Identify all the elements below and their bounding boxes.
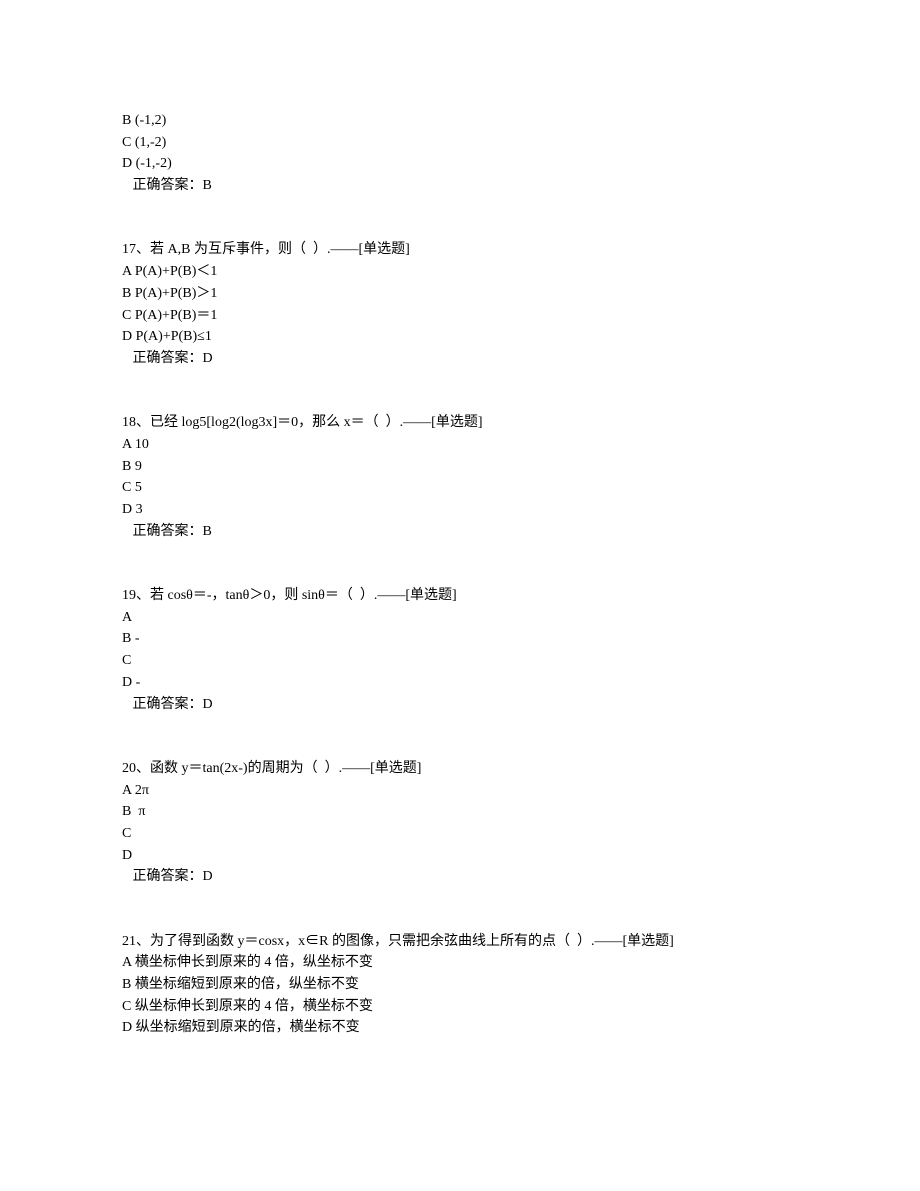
- q18-option-b: B 9: [122, 456, 798, 478]
- q20-option-c: C: [122, 823, 798, 845]
- q17-option-d: D P(A)+P(B)≤1: [122, 326, 798, 348]
- q20-option-a: A 2π: [122, 780, 798, 802]
- q17-answer: 正确答案：D: [122, 348, 798, 370]
- q20: 20、函数 y＝tan(2x-)的周期为（ ）.——[单选题] A 2π B π…: [122, 758, 798, 888]
- q19-option-b: B -: [122, 628, 798, 650]
- q21-option-d: D 纵坐标缩短到原来的倍，横坐标不变: [122, 1017, 798, 1039]
- q19: 19、若 cosθ＝-，tanθ＞0，则 sinθ＝（ ）.——[单选题] A …: [122, 585, 798, 715]
- q20-option-d: D: [122, 845, 798, 867]
- q19-stem: 19、若 cosθ＝-，tanθ＞0，则 sinθ＝（ ）.——[单选题]: [122, 585, 798, 607]
- q17-option-c: C P(A)+P(B)＝1: [122, 305, 798, 327]
- q18-option-d: D 3: [122, 499, 798, 521]
- q16-option-b: B (-1,2): [122, 110, 798, 132]
- q20-option-b: B π: [122, 801, 798, 823]
- q19-option-d: D -: [122, 672, 798, 694]
- q18-option-a: A 10: [122, 434, 798, 456]
- q18-stem: 18、已经 log5[log2(log3x]＝0，那么 x＝（ ）.——[单选题…: [122, 412, 798, 434]
- q19-option-c: C: [122, 650, 798, 672]
- q20-answer: 正确答案：D: [122, 866, 798, 888]
- q21-option-b: B 横坐标缩短到原来的倍，纵坐标不变: [122, 974, 798, 996]
- q19-answer: 正确答案：D: [122, 694, 798, 716]
- q16-tail: B (-1,2) C (1,-2) D (-1,-2) 正确答案：B: [122, 110, 798, 197]
- q17: 17、若 A,B 为互斥事件，则（ ）.——[单选题] A P(A)+P(B)＜…: [122, 239, 798, 369]
- q18-option-c: C 5: [122, 477, 798, 499]
- q21-stem: 21、为了得到函数 y＝cosx，x∈R 的图像，只需把余弦曲线上所有的点（ ）…: [122, 931, 798, 953]
- q21-option-c: C 纵坐标伸长到原来的 4 倍，横坐标不变: [122, 996, 798, 1018]
- q18-answer: 正确答案：B: [122, 521, 798, 543]
- q19-option-a: A: [122, 607, 798, 629]
- q17-option-b: B P(A)+P(B)＞1: [122, 283, 798, 305]
- q16-option-c: C (1,-2): [122, 132, 798, 154]
- q17-stem: 17、若 A,B 为互斥事件，则（ ）.——[单选题]: [122, 239, 798, 261]
- q21-option-a: A 横坐标伸长到原来的 4 倍，纵坐标不变: [122, 952, 798, 974]
- q20-stem: 20、函数 y＝tan(2x-)的周期为（ ）.——[单选题]: [122, 758, 798, 780]
- q18: 18、已经 log5[log2(log3x]＝0，那么 x＝（ ）.——[单选题…: [122, 412, 798, 542]
- q16-option-d: D (-1,-2): [122, 153, 798, 175]
- q21: 21、为了得到函数 y＝cosx，x∈R 的图像，只需把余弦曲线上所有的点（ ）…: [122, 931, 798, 1039]
- q16-answer: 正确答案：B: [122, 175, 798, 197]
- page: B (-1,2) C (1,-2) D (-1,-2) 正确答案：B 17、若 …: [0, 0, 920, 1191]
- q17-option-a: A P(A)+P(B)＜1: [122, 261, 798, 283]
